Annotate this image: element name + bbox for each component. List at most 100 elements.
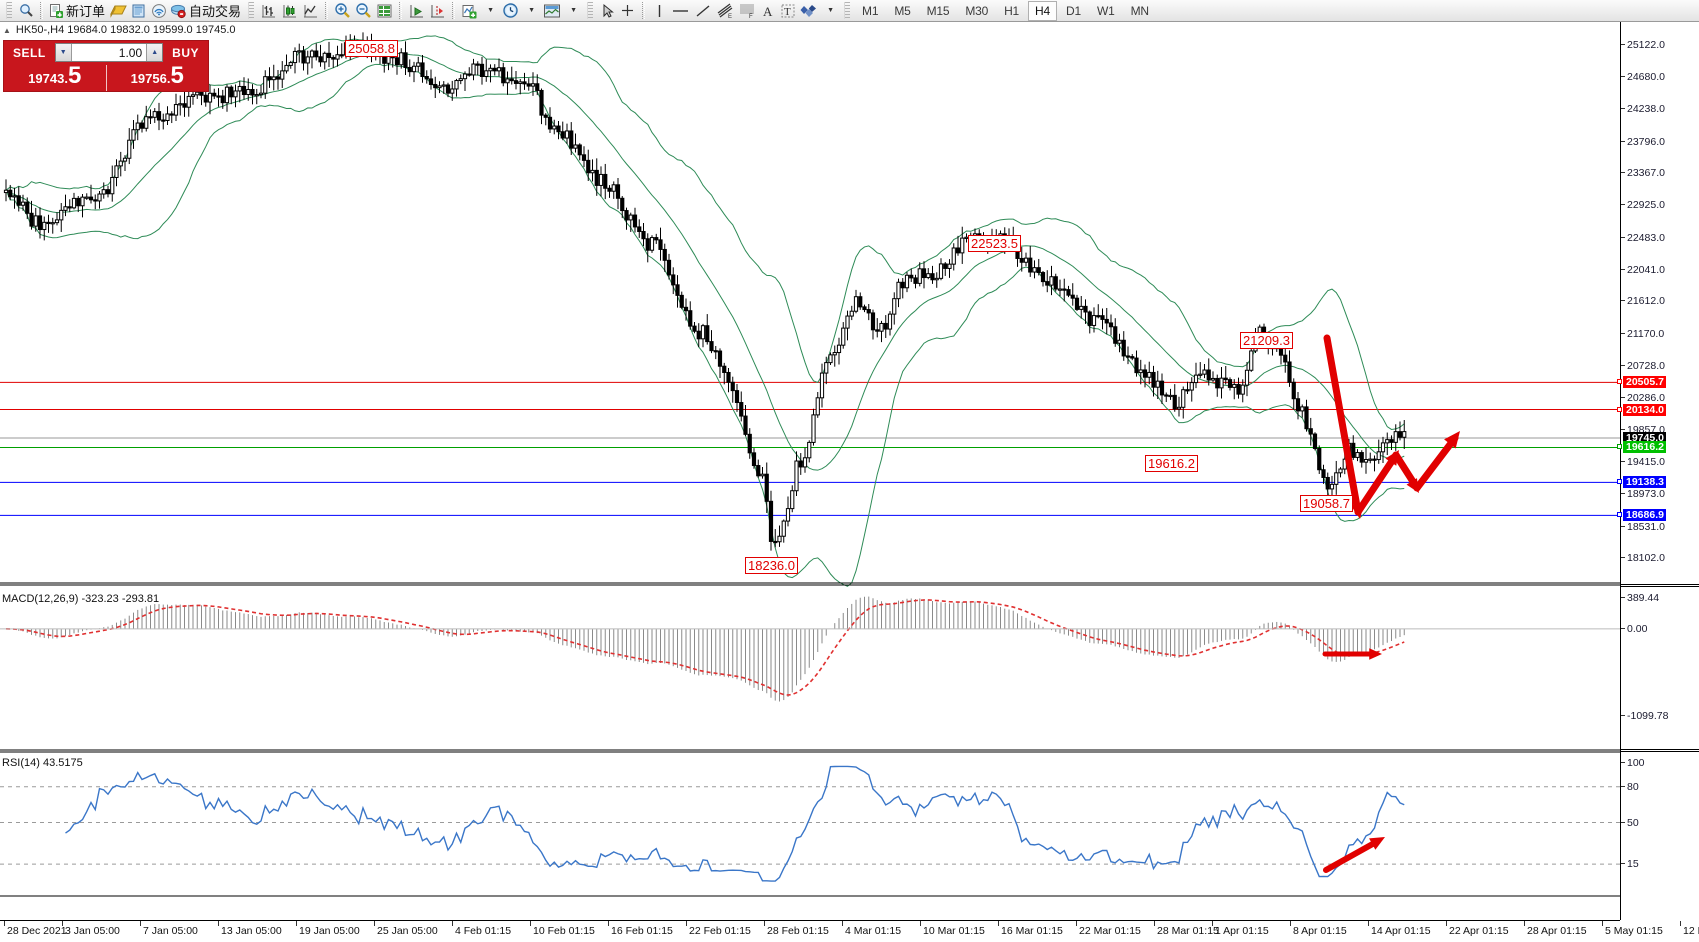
price-tag-18686-9[interactable]: 18686.9 — [1623, 509, 1666, 522]
template-icon[interactable] — [541, 1, 563, 21]
rsi-label: RSI(14) 43.5175 — [2, 757, 83, 769]
toolbar-grip-2[interactable] — [248, 2, 255, 19]
date-tick — [218, 921, 219, 926]
price-tick-label: 18531.0 — [1627, 520, 1665, 533]
candlestick-icon[interactable] — [279, 1, 300, 21]
annotation-21209-3[interactable]: 21209.3 — [1240, 332, 1293, 349]
date-tick — [920, 921, 921, 926]
price-tick-label: 19415.0 — [1627, 456, 1665, 469]
annotation-22523-5[interactable]: 22523.5 — [968, 235, 1021, 252]
clock-icon[interactable] — [500, 1, 521, 21]
timeframe-h4[interactable]: H4 — [1028, 0, 1057, 21]
magnifier-minus-icon[interactable] — [353, 1, 374, 21]
date-tick-label: 12 May 01:15 — [1683, 925, 1699, 937]
volume-decrease-button[interactable]: ▼ — [55, 44, 72, 61]
timeframe-m5[interactable]: M5 — [894, 3, 911, 18]
horizontal-line-icon[interactable] — [669, 1, 692, 21]
toolbar-grip-4[interactable] — [844, 2, 851, 19]
price-tag-20134-0[interactable]: 20134.0 — [1623, 403, 1666, 416]
date-tick — [1290, 921, 1291, 926]
line-chart-icon[interactable] — [300, 1, 321, 21]
one-click-trading-panel[interactable]: SELL ▼ 1.00 ▲ BUY 19743 . 5 19756 . 5 — [3, 40, 209, 92]
annotation-25058-8[interactable]: 25058.8 — [345, 40, 398, 57]
date-tick — [1076, 921, 1077, 926]
price-tag-19138-3[interactable]: 19138.3 — [1623, 476, 1666, 489]
channel-icon[interactable]: E — [714, 1, 736, 21]
timeframe-m30[interactable]: M30 — [965, 3, 989, 18]
new-order-label: 新订单 — [66, 4, 106, 19]
arrow-cursor-icon[interactable] — [597, 1, 617, 21]
price-tag-handle[interactable] — [1617, 479, 1622, 485]
annotation-18236-0[interactable]: 18236.0 — [745, 557, 798, 574]
wifi-globe-icon[interactable] — [149, 1, 169, 21]
timeframe-d1[interactable]: D1 — [1066, 3, 1081, 18]
toolbar-separator-5 — [642, 2, 646, 19]
trade-panel-divider — [105, 65, 107, 91]
price-tag-handle[interactable] — [1617, 406, 1622, 412]
chevron-down-icon-2[interactable]: ▼ — [528, 7, 535, 14]
price-tick: 19415.0 — [1621, 456, 1699, 468]
volume-stepper[interactable]: ▼ 1.00 ▲ — [54, 43, 164, 62]
timeframe-m15[interactable]: M15 — [926, 3, 950, 18]
main-toolbar: 新订单 自动交易 ▼ — [0, 0, 1699, 22]
autotrading-button[interactable]: 自动交易 — [169, 1, 244, 21]
blue-book-icon[interactable] — [129, 1, 149, 21]
price-tag-handle[interactable] — [1617, 444, 1622, 450]
magnifier-small-icon[interactable] — [16, 1, 36, 21]
letter-a-icon[interactable]: A — [758, 1, 778, 21]
chevron-down-icon-3[interactable]: ▼ — [570, 7, 577, 14]
diagonal-line-icon[interactable] — [692, 1, 714, 21]
date-tick-label: 28 Apr 01:15 — [1527, 925, 1587, 937]
volume-increase-button[interactable]: ▲ — [146, 44, 163, 61]
price-chart-canvas[interactable] — [0, 22, 1620, 920]
chartshift-icon[interactable] — [427, 1, 448, 21]
date-axis[interactable]: 28 Dec 2021 3 Jan 05:00 7 Jan 05:00 13 Jan … — [0, 920, 1699, 942]
autoscroll-icon[interactable] — [406, 1, 427, 21]
annotation-19616-2[interactable]: 19616.2 — [1145, 455, 1198, 472]
price-axis[interactable]: 25122.0 24680.0 24238.0 23796.0 23367.0 22925… — [1617, 22, 1699, 920]
axis-pane-separator — [1620, 751, 1699, 752]
grid-window-icon[interactable] — [374, 1, 395, 21]
volume-value[interactable]: 1.00 — [118, 46, 143, 60]
new-order-button[interactable]: 新订单 — [47, 1, 108, 21]
toolbar-grip[interactable] — [6, 2, 12, 19]
price-tick: 24680.0 — [1621, 71, 1699, 83]
timeframe-w1[interactable]: W1 — [1096, 3, 1115, 18]
fibonacci-icon[interactable]: F — [736, 1, 758, 21]
add-indicator-icon[interactable] — [459, 1, 480, 21]
macd-tick-label: 0.00 — [1627, 622, 1648, 635]
crosshair-icon[interactable] — [617, 1, 638, 21]
collapse-triangle-icon[interactable]: ▲ — [3, 25, 11, 35]
annotation-19058-7[interactable]: 19058.7 — [1300, 495, 1353, 512]
chevron-down-icon-4[interactable]: ▼ — [827, 7, 834, 14]
magnifier-plus-icon[interactable] — [332, 1, 353, 21]
price-tag-handle[interactable] — [1617, 512, 1622, 518]
price-tag-19616-2[interactable]: 19616.2 — [1623, 441, 1666, 454]
date-tick — [62, 921, 63, 926]
price-tick-label: 23796.0 — [1627, 135, 1665, 148]
timeframe-m1[interactable]: M1 — [862, 3, 879, 18]
date-tick — [1680, 921, 1681, 926]
text-label-icon[interactable]: T — [778, 1, 798, 21]
rsi-tick: 50 — [1621, 817, 1699, 829]
timeframe-h1[interactable]: H1 — [1004, 3, 1020, 18]
vertical-line-icon[interactable] — [649, 1, 669, 21]
buy-price-dot: . — [166, 71, 171, 86]
toolbar-grip-3[interactable] — [587, 2, 594, 19]
price-tick-label: 22925.0 — [1627, 199, 1665, 212]
chevron-down-icon[interactable]: ▼ — [487, 7, 494, 14]
date-tick-label: 5 May 01:15 — [1605, 925, 1663, 937]
sell-button[interactable]: SELL — [13, 45, 46, 60]
price-tag-handle[interactable] — [1617, 379, 1622, 385]
buy-button[interactable]: BUY — [172, 45, 199, 60]
bar-chart-icon[interactable] — [258, 1, 279, 21]
timeframe-mn[interactable]: MN — [1130, 3, 1149, 18]
shapes-icon[interactable] — [798, 1, 820, 21]
price-tag-20505-7[interactable]: 20505.7 — [1623, 376, 1666, 389]
price-tag-19745-0[interactable]: 19745.0 — [1623, 432, 1666, 445]
date-tick — [1154, 921, 1155, 926]
price-tick-label: 22041.0 — [1627, 264, 1665, 277]
yellow-folder-icon[interactable] — [108, 1, 129, 21]
price-tick-label: 21170.0 — [1627, 327, 1665, 340]
sell-price-main: 19743 — [28, 71, 65, 86]
